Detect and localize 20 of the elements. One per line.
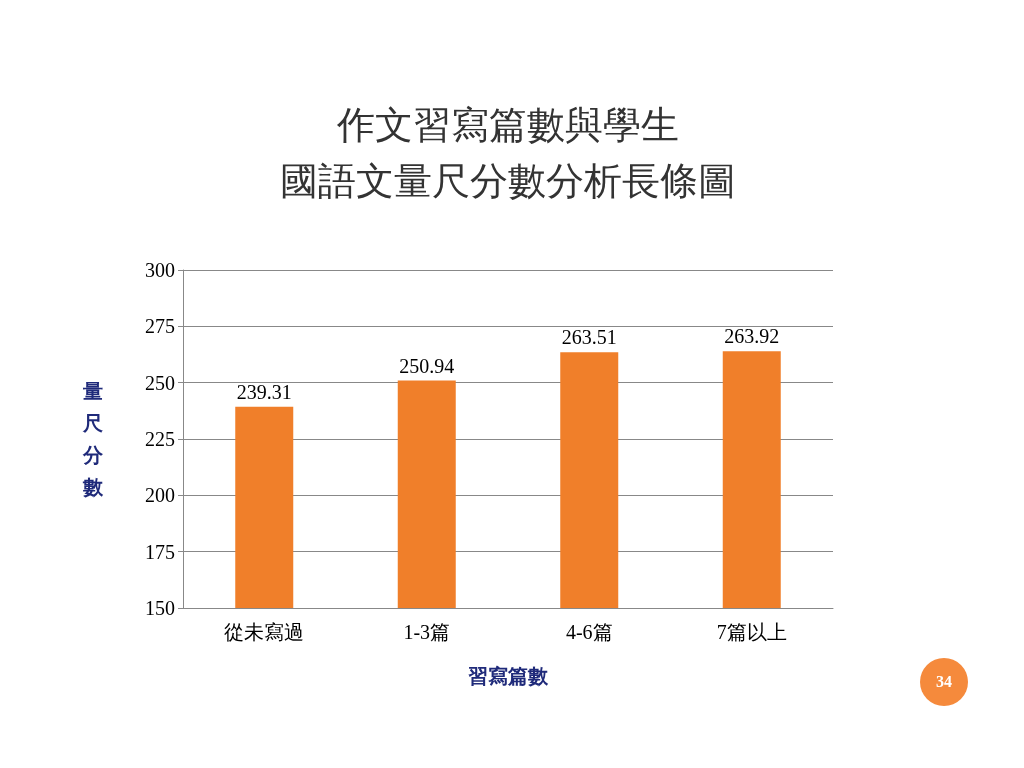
x-axis-title: 習寫篇數 [468,665,549,687]
y-tick-label: 200 [145,484,175,507]
y-tick-label: 250 [145,371,175,394]
y-tick-label: 175 [145,540,175,563]
y-tick-label: 275 [145,315,175,338]
data-label: 263.92 [724,325,780,348]
data-label: 250.94 [399,354,455,377]
data-label: 263.51 [561,326,617,349]
y-axis-title: 量尺分數 [82,380,104,498]
x-tick-label: 7篇以上 [716,621,787,643]
x-tick-label: 1-3篇 [403,621,451,643]
y-tick-label: 300 [145,259,175,281]
y-tick-label: 225 [145,428,175,450]
text: 34 [920,658,968,706]
x-tick-label: 從未寫過 [224,621,305,643]
x-tick-label: 4-6篇 [565,621,613,643]
chart-subtitle: 國語文量尺分數分析長條圖 [280,160,736,202]
y-tick-label: 150 [145,597,175,619]
data-label: 239.31 [236,380,292,403]
chart-title: 作文習寫篇數與學生 [336,104,679,146]
